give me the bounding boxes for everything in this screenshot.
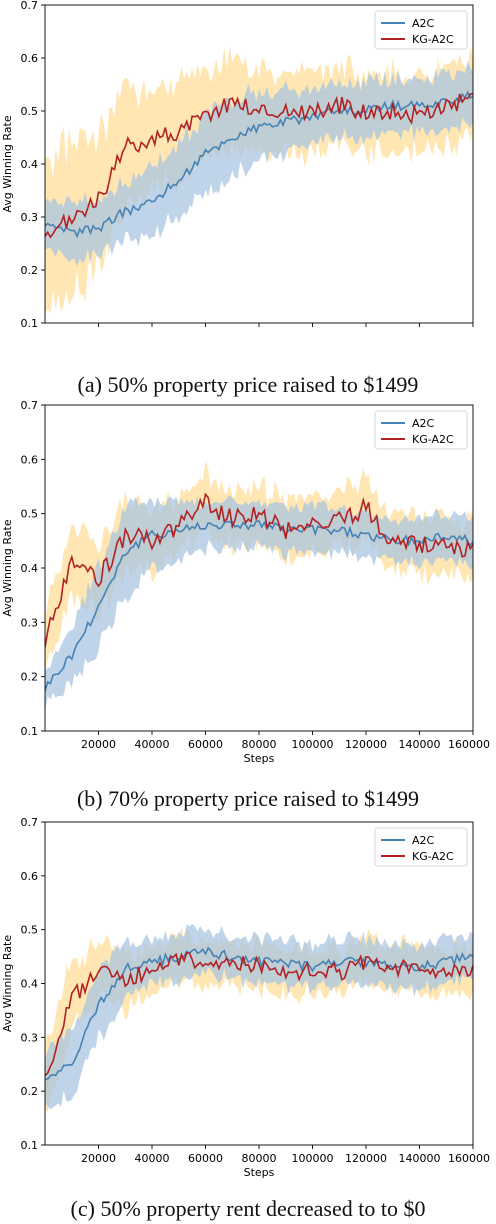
- legend: A2C KG-A2C: [374, 827, 468, 867]
- y-tick-label: 0.2: [21, 264, 39, 277]
- x-tick-label: 40000: [135, 1152, 170, 1165]
- caption-a: (a) 50% property price raised to $1499: [77, 372, 419, 397]
- y-axis-label: Avg Winning Rate: [1, 935, 14, 1032]
- chart-panel-a: 0.10.20.30.40.50.60.72000040000600008000…: [0, 0, 496, 357]
- x-tick-label: 20000: [81, 1152, 116, 1165]
- y-tick-label: 0.6: [21, 870, 39, 883]
- x-tick-label: 20000: [81, 738, 116, 751]
- legend-label-kg-a2c: KG-A2C: [412, 433, 454, 446]
- y-tick-label: 0.4: [21, 978, 39, 991]
- plot-area: [45, 923, 473, 1113]
- x-tick-label: 60000: [188, 738, 223, 751]
- chart-b: 0.1 0.2 0.3 0.4 0.5 0.6 0.7 20000 40000 60000 8000…: [1, 399, 490, 765]
- y-tick-label: 0.3: [21, 616, 39, 629]
- chart-c: 0.1 0.2 0.3 0.4 0.5 0.6 0.7 20000 40000 60000 8000…: [1, 816, 490, 1179]
- y-tick-label: 0.2: [21, 671, 39, 684]
- x-tick-label: 160000: [448, 738, 490, 751]
- y-tick-label: 0.6: [21, 453, 39, 466]
- y-tick-label: 0.5: [21, 924, 39, 937]
- y-tick-label: 0.4: [21, 158, 39, 171]
- legend-label-a2c: A2C: [412, 834, 435, 847]
- x-tick-label: 40000: [135, 738, 170, 751]
- legend-label-a2c: A2C: [412, 17, 435, 30]
- y-tick-label: 0.7: [21, 0, 39, 12]
- y-tick-label: 0.4: [21, 562, 39, 575]
- x-tick-label: 120000: [345, 738, 387, 751]
- series-line-kg-a2c: [45, 492, 473, 648]
- caption-b: (b) 70% property price raised to $1499: [76, 786, 420, 811]
- caption-c: (c) 50% property rent decreased to to $0: [70, 1196, 426, 1221]
- series-line-a2c: [45, 90, 473, 239]
- x-tick-label: 100000: [292, 738, 334, 751]
- chart-panel-b: 0.1 0.2 0.3 0.4 0.5 0.6 0.7 20000 40000 60000 8000…: [0, 399, 496, 778]
- x-tick-label: 100000: [292, 1152, 334, 1165]
- y-tick-label: 0.7: [21, 400, 39, 412]
- legend: A2C KG-A2C: [374, 10, 468, 50]
- legend: A2C KG-A2C: [374, 410, 468, 450]
- band-a2c: [45, 495, 473, 711]
- x-tick-label: 60000: [188, 1152, 223, 1165]
- x-tick-label: 140000: [399, 738, 441, 751]
- y-tick-label: 0.1: [21, 725, 39, 738]
- y-tick-label: 0.5: [21, 105, 39, 118]
- y-tick-label: 0.6: [21, 52, 39, 65]
- series-line-kg-a2c: [45, 93, 473, 239]
- y-tick-label: 0.1: [21, 1139, 39, 1152]
- plot-area: [45, 460, 473, 711]
- y-tick-label: 0.2: [21, 1085, 39, 1098]
- legend-label-kg-a2c: KG-A2C: [412, 33, 454, 46]
- x-axis-label: Steps: [244, 752, 275, 765]
- plot-area: [45, 46, 473, 314]
- x-tick-label: 120000: [345, 1152, 387, 1165]
- legend-label-kg-a2c: KG-A2C: [412, 850, 454, 863]
- y-axis-label: Avg Winning Rate: [1, 519, 14, 616]
- series-line-kg-a2c: [45, 952, 473, 1077]
- y-tick-label: 0.7: [21, 816, 39, 829]
- y-tick-label: 0.1: [21, 317, 39, 330]
- x-axis-label: Steps: [244, 1166, 275, 1179]
- y-tick-label: 0.5: [21, 508, 39, 521]
- chart-panel-c: 0.1 0.2 0.3 0.4 0.5 0.6 0.7 20000 40000 60000 8000…: [0, 814, 496, 1192]
- x-tick-label: 80000: [242, 738, 277, 751]
- legend-label-a2c: A2C: [412, 417, 435, 430]
- x-tick-label: 80000: [242, 1152, 277, 1165]
- y-tick-label: 0.3: [21, 1031, 39, 1044]
- y-axis-label: Avg Winning Rate: [1, 115, 14, 212]
- chart-a: 0.10.20.30.40.50.60.72000040000600008000…: [1, 0, 490, 357]
- x-tick-label: 160000: [448, 1152, 490, 1165]
- x-tick-label: 140000: [399, 1152, 441, 1165]
- y-tick-label: 0.3: [21, 211, 39, 224]
